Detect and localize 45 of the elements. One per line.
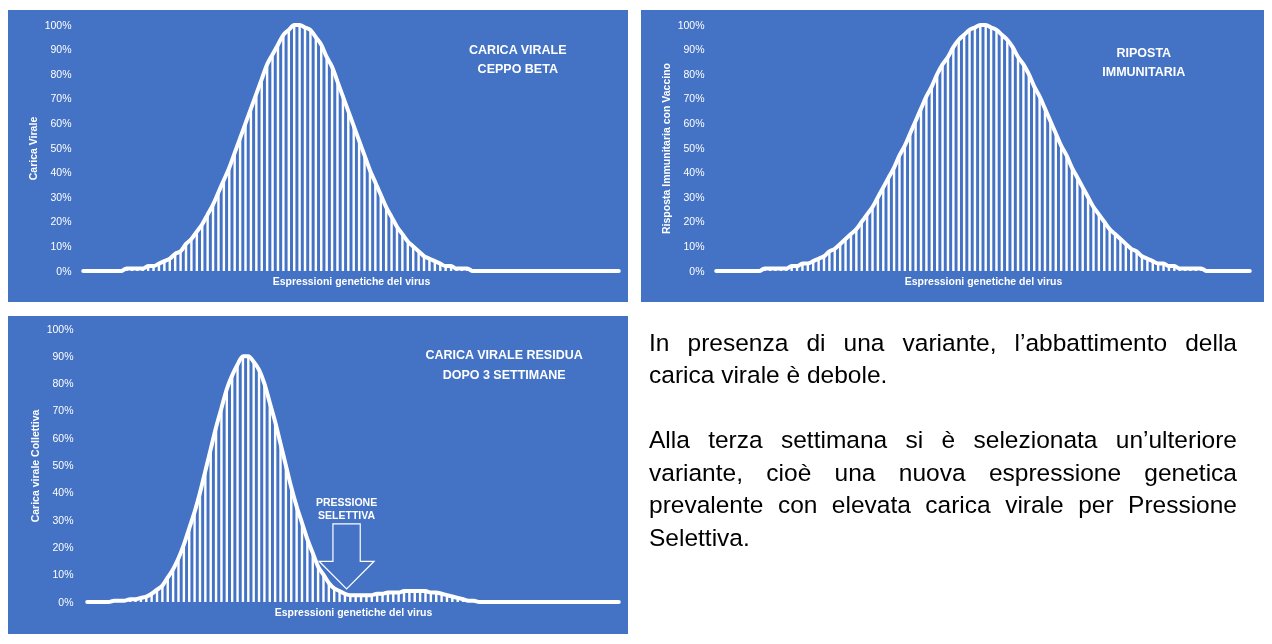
y-tick-label: 0% (689, 264, 705, 277)
y-tick-label: 10% (683, 239, 705, 252)
y-tick-label: 0% (56, 264, 72, 277)
y-tick-label: 80% (52, 377, 74, 390)
y-tick-label: 90% (683, 43, 705, 56)
y-tick-label: 10% (50, 239, 72, 252)
y-tick-label: 40% (52, 486, 74, 499)
y-tick-label: 0% (58, 595, 74, 608)
y-tick-label: 40% (50, 166, 72, 179)
y-tick-label: 90% (50, 43, 72, 56)
text: Alla terza settimana si è selezionata un’ulteriore variante, cioè una nuova espressione genetica prevalente con elevata carica virale per Pressione Selettiva. (649, 425, 1237, 553)
y-tick-label: 70% (52, 404, 74, 417)
annotation: PRESSIONE SELETTIVA (315, 496, 378, 522)
text: CARICA VIRALE RESIDUA DOPO 3 SETTIMANE (425, 348, 583, 382)
y-tick-label: 60% (683, 116, 705, 129)
y-tick-label: 30% (683, 190, 705, 203)
y-axis-title: Carica virale Collettiva (28, 409, 41, 523)
x-axis-title: Espressioni genetiche del virus (272, 274, 431, 287)
y-axis-title: Risposta Immunitaria con Vaccino (659, 63, 672, 234)
y-tick-label: 30% (50, 190, 72, 203)
y-tick-label: 20% (52, 540, 74, 553)
text: CARICA VIRALE CEPPO BETA (469, 42, 567, 76)
y-tick-label: 100% (677, 18, 705, 31)
text: In presenza di una variante, l’abbattimento della carica virale è debole. (649, 327, 1237, 390)
text: RIPOSTA IMMUNITARIA (1102, 45, 1186, 79)
y-tick-label: 80% (50, 67, 72, 80)
y-tick-label: 50% (50, 141, 72, 154)
y-tick-label: 10% (52, 568, 74, 581)
y-tick-label: 20% (50, 215, 72, 228)
y-tick-label: 70% (50, 92, 72, 105)
y-tick-label: 100% (46, 322, 74, 335)
y-tick-label: 40% (683, 166, 705, 179)
y-tick-label: 90% (52, 349, 74, 362)
y-tick-label: 50% (683, 141, 705, 154)
x-axis-title: Espressioni genetiche del virus (904, 274, 1063, 287)
y-tick-label: 60% (50, 116, 72, 129)
y-tick-label: 30% (52, 513, 74, 526)
y-axis-title: Carica Virale (26, 116, 39, 181)
x-axis-title: Espressioni genetiche del virus (274, 605, 433, 618)
y-tick-label: 50% (52, 459, 74, 471)
y-tick-label: 100% (44, 18, 72, 31)
y-tick-label: 20% (683, 215, 705, 228)
y-tick-label: 60% (52, 431, 74, 444)
y-tick-label: 70% (683, 92, 705, 105)
y-tick-label: 80% (683, 67, 705, 80)
